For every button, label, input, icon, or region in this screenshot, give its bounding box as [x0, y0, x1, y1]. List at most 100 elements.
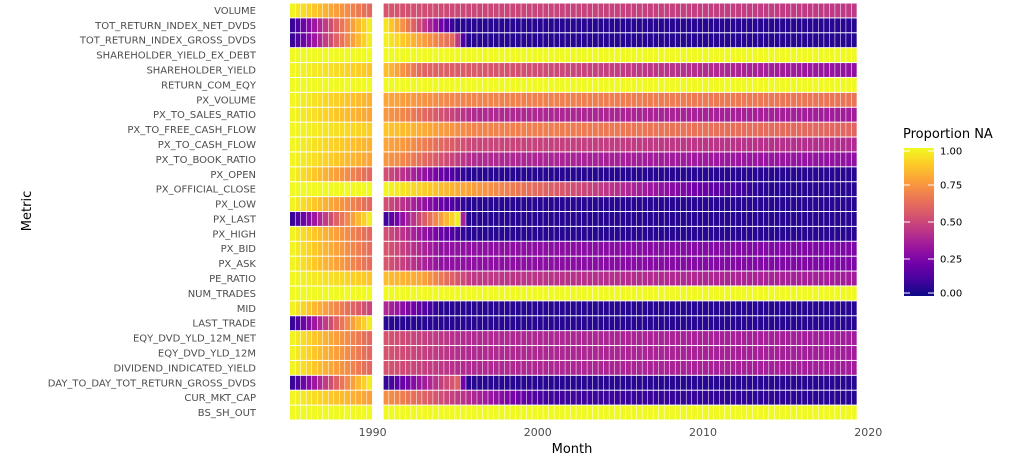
heatmap-tile [736, 331, 742, 346]
heatmap-tile [752, 92, 758, 107]
heatmap-tile [824, 286, 830, 301]
heatmap-tile [752, 122, 758, 137]
heatmap-tile [328, 226, 334, 241]
heatmap-tile [692, 286, 697, 301]
heatmap-tile [433, 271, 439, 286]
heatmap-tile [647, 212, 653, 226]
heatmap-tile [774, 137, 780, 152]
heatmap-tile [295, 197, 301, 211]
heatmap-tile [559, 63, 565, 77]
heatmap-tile [328, 167, 334, 182]
heatmap-tile [840, 137, 846, 152]
heatmap-tile [543, 375, 549, 390]
heatmap-tile [334, 63, 340, 77]
heatmap-tile [334, 331, 340, 346]
heatmap-tile [719, 3, 725, 18]
heatmap-tile [769, 63, 775, 77]
heatmap-tile [829, 256, 835, 271]
y-tick-label: BS_SH_OUT [198, 408, 257, 419]
heatmap-tile [543, 167, 549, 182]
heatmap-tile [504, 3, 510, 18]
heatmap-tile [323, 346, 328, 360]
heatmap-tile [846, 360, 852, 375]
heatmap-tile [493, 92, 499, 107]
heatmap-tile [510, 331, 516, 346]
heatmap-tile [532, 167, 538, 182]
heatmap-tile [361, 122, 367, 137]
heatmap-tile [587, 167, 593, 182]
heatmap-tile [504, 301, 510, 316]
heatmap-tile [614, 405, 620, 420]
heatmap-tile [697, 405, 703, 420]
heatmap-tile [455, 301, 461, 316]
heatmap-tile [488, 167, 494, 182]
heatmap-tile [328, 3, 334, 18]
heatmap-tile [614, 360, 620, 375]
heatmap-tile [598, 286, 604, 301]
heatmap-tile [312, 271, 317, 286]
heatmap-tile [559, 77, 565, 92]
heatmap-tile [499, 375, 505, 390]
heatmap-tile [769, 48, 775, 63]
heatmap-tile [636, 77, 642, 92]
heatmap-tile [488, 241, 494, 256]
heatmap-tile [725, 92, 730, 107]
heatmap-tile [802, 226, 808, 241]
heatmap-tile [609, 92, 615, 107]
heatmap-row [290, 182, 857, 197]
heatmap-tile [708, 33, 714, 48]
heatmap-tile [741, 271, 747, 286]
heatmap-tile [444, 375, 450, 390]
heatmap-tile [427, 182, 433, 197]
heatmap-tile [482, 48, 488, 63]
heatmap-tile [614, 241, 620, 256]
heatmap-tile [631, 346, 637, 360]
heatmap-tile [444, 212, 450, 226]
heatmap-tile [697, 48, 703, 63]
heatmap-tile [295, 152, 301, 167]
heatmap-tile [356, 390, 362, 405]
heatmap-tile [400, 63, 406, 77]
heatmap-tile [796, 346, 802, 360]
heatmap-tile [433, 3, 439, 18]
heatmap-tile [636, 241, 642, 256]
heatmap-tile [510, 107, 516, 122]
heatmap-tile [361, 375, 367, 390]
heatmap-tile [780, 241, 786, 256]
heatmap-tile [631, 390, 637, 405]
heatmap-tile [350, 92, 356, 107]
heatmap-tile [565, 182, 571, 197]
heatmap-tile [813, 3, 819, 18]
heatmap-tile [802, 33, 808, 48]
heatmap-tile [769, 33, 775, 48]
heatmap-tile [328, 241, 334, 256]
heatmap-tile [631, 241, 637, 256]
heatmap-tile [427, 301, 433, 316]
heatmap-tile [427, 331, 433, 346]
heatmap-tile [603, 301, 609, 316]
heatmap-tile [317, 212, 323, 226]
heatmap-tile [802, 241, 808, 256]
y-tick-label: PX_VOLUME [196, 95, 256, 106]
heatmap-tile [642, 18, 648, 33]
heatmap-tile [714, 18, 719, 33]
heatmap-tile [328, 346, 334, 360]
heatmap-tile [758, 152, 764, 167]
heatmap-tile [548, 256, 554, 271]
heatmap-tile [758, 3, 764, 18]
heatmap-tile [769, 286, 775, 301]
heatmap-tile [367, 182, 373, 197]
heatmap-tile [647, 107, 653, 122]
heatmap-tile [559, 18, 565, 33]
heatmap-tile [526, 331, 532, 346]
heatmap-tile [658, 375, 664, 390]
heatmap-tile [736, 152, 742, 167]
heatmap-tile [565, 212, 571, 226]
heatmap-tile [581, 167, 587, 182]
heatmap-tile [515, 137, 521, 152]
heatmap-tile [664, 152, 670, 167]
heatmap-tile [301, 197, 306, 211]
heatmap-tile [647, 152, 653, 167]
heatmap-tile [813, 152, 819, 167]
heatmap-tile [455, 271, 461, 286]
